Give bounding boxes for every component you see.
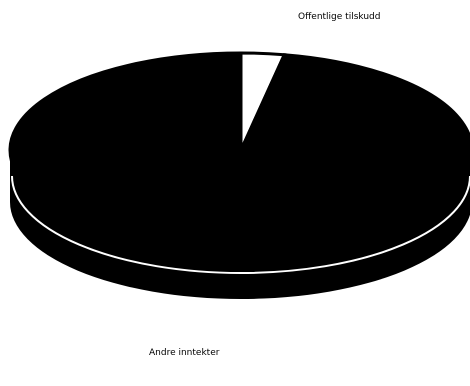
pie-slice-andre-inntekter — [8, 51, 470, 249]
slice-label-offentlige-tilskudd: Offentlige tilskudd — [298, 12, 381, 22]
slice-label-andre-inntekter: Andre inntekter — [149, 348, 220, 358]
pie-side — [10, 150, 470, 299]
pie-rim-line — [11, 175, 470, 274]
